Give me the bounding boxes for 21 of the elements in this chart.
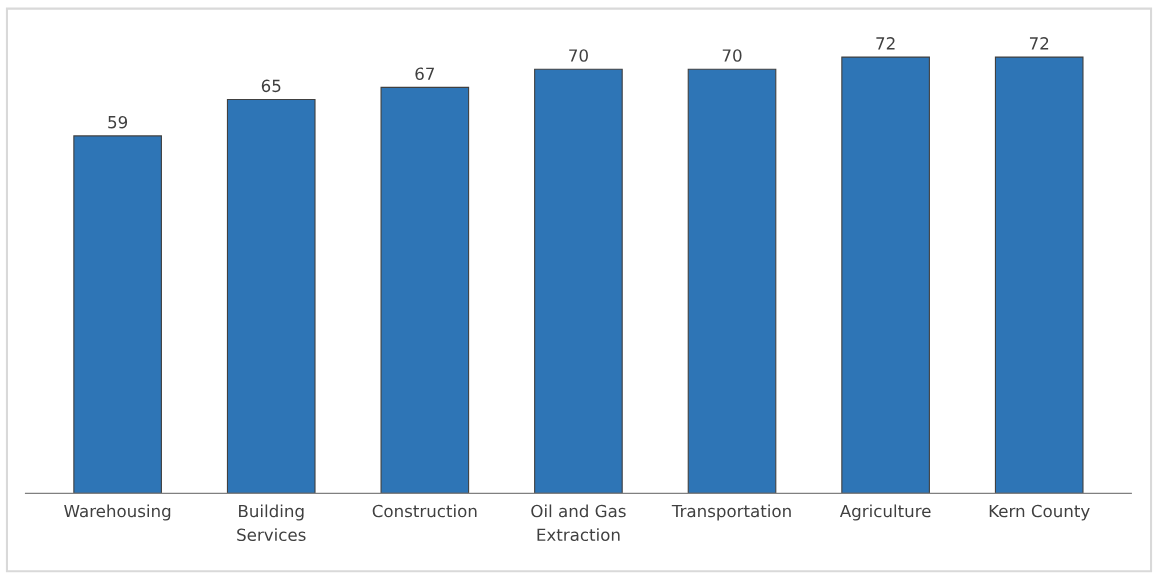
bar <box>841 56 930 494</box>
x-tick-label: Warehousing <box>64 504 171 521</box>
bar <box>687 68 777 494</box>
data-label: 67 <box>415 67 434 81</box>
x-tick-label: Kern County <box>989 504 1090 521</box>
bar <box>73 135 162 494</box>
data-label: 65 <box>261 79 281 93</box>
data-label: 70 <box>722 49 742 62</box>
x-tick-label: Building Services <box>237 504 306 542</box>
data-label: 59 <box>108 115 128 129</box>
data-label: 70 <box>569 49 588 62</box>
data-label: 72 <box>876 37 895 50</box>
bar <box>994 56 1084 494</box>
x-tick-label: Construction <box>372 504 477 518</box>
data-label: 72 <box>1029 37 1049 50</box>
x-tick-label: Oil and Gas Extraction <box>531 504 626 542</box>
bar <box>534 68 623 494</box>
bar <box>226 98 316 494</box>
x-tick-label: Transportation <box>671 504 791 521</box>
x-tick-label: Agriculture <box>839 504 931 521</box>
bar <box>380 86 470 494</box>
